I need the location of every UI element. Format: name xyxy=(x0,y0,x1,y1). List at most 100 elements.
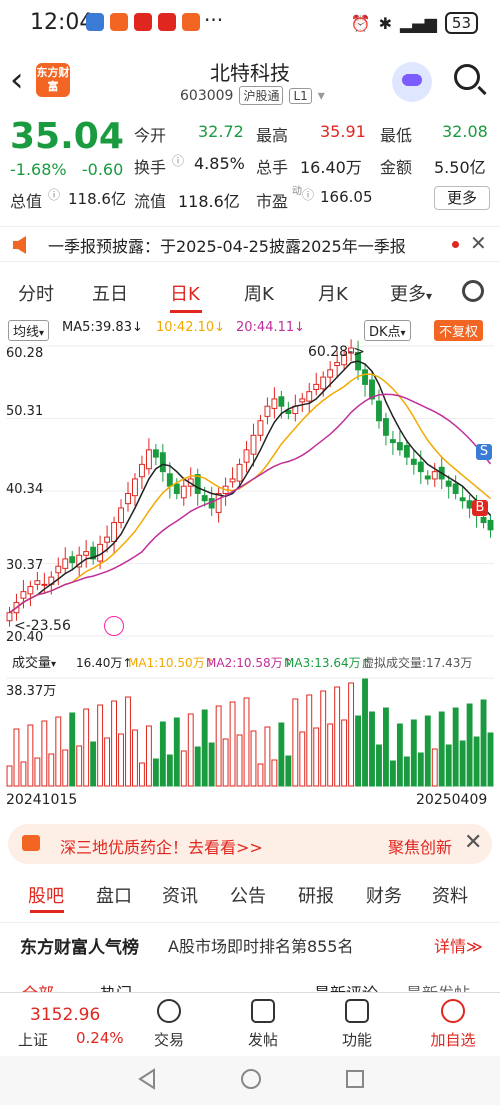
chevron-down-icon[interactable]: ▾ xyxy=(317,87,325,104)
candle-body xyxy=(229,478,236,483)
info-icon[interactable]: ⓘ xyxy=(48,188,61,202)
index-value[interactable]: 3152.96 xyxy=(30,1005,101,1025)
candle-body xyxy=(320,376,327,390)
ma20-value: 20:44.11↓ xyxy=(236,320,306,335)
price-change: -1.68% -0.60 xyxy=(10,160,123,179)
nav-add-watchlist[interactable]: 加自选 xyxy=(418,999,488,1050)
nav-functions-label: 功能 xyxy=(341,1031,372,1049)
close-icon[interactable]: ✕ xyxy=(464,830,483,855)
ma10-line xyxy=(9,373,491,614)
nav-add-watchlist-label: 加自选 xyxy=(430,1031,476,1049)
volume-selector[interactable]: 成交量▾ xyxy=(12,656,57,671)
signal-icon: ▂▄▆ xyxy=(399,13,437,33)
home-nav-icon[interactable] xyxy=(240,1068,262,1090)
candle-body xyxy=(431,471,438,480)
filter-all[interactable]: 全部 xyxy=(22,980,54,992)
promo-right-text[interactable]: 聚焦创新 xyxy=(388,838,453,857)
recents-nav-icon[interactable] xyxy=(344,1068,366,1090)
stock-code: 603009 xyxy=(180,87,234,104)
candle-body xyxy=(201,495,208,502)
float-label: 流值 xyxy=(134,192,167,211)
status-bar: 12:04 ··· ⏰ ✱ ▂▄▆ 53 xyxy=(0,0,500,48)
candle-body xyxy=(459,497,466,502)
candle-body xyxy=(257,420,264,436)
volume-bar xyxy=(424,715,431,787)
tab-financials[interactable]: 财务 xyxy=(366,886,402,907)
tab-monthly-k[interactable]: 月K xyxy=(318,284,348,305)
expand-icon[interactable] xyxy=(104,616,124,636)
tab-orderbook[interactable]: 盘口 xyxy=(96,886,132,907)
candle-body xyxy=(327,369,334,378)
volume-bar xyxy=(173,717,180,787)
candle-body xyxy=(313,383,320,390)
volume-bar xyxy=(417,752,424,787)
candle-body xyxy=(215,492,222,513)
promo-banner[interactable]: 深三地优质药企！去看看>> 聚焦创新 ✕ xyxy=(8,824,492,864)
index-percent[interactable]: 0.24% xyxy=(76,1029,124,1047)
current-price: 35.04 xyxy=(10,116,124,157)
tab-research[interactable]: 研报 xyxy=(298,886,334,907)
nav-trade-label: 交易 xyxy=(153,1031,184,1049)
system-nav-bar xyxy=(0,1056,500,1105)
filter-hot[interactable]: 热门 xyxy=(100,980,132,992)
volume-bar xyxy=(389,760,396,787)
brand-logo[interactable]: 东方财富 xyxy=(36,63,70,97)
tab-announcements[interactable]: 公告 xyxy=(230,886,266,907)
back-nav-icon[interactable] xyxy=(136,1068,158,1090)
candle-body xyxy=(69,556,76,564)
volume-bar xyxy=(341,719,348,787)
grid-icon xyxy=(345,999,369,1023)
mcap-label: 总值 xyxy=(10,192,43,211)
kline-chart[interactable] xyxy=(0,316,500,816)
candles xyxy=(6,339,494,627)
adjust-button[interactable]: 不复权 xyxy=(434,320,484,341)
nav-trade[interactable]: 交易 xyxy=(134,999,204,1050)
tab-profile[interactable]: 资料 xyxy=(432,886,468,907)
more-quote-button[interactable]: 更多 xyxy=(434,186,490,210)
mcap-value: 118.6亿 xyxy=(68,190,126,208)
nav-post[interactable]: 发帖 xyxy=(228,999,298,1050)
popularity-rank[interactable]: 东方财富人气榜 A股市场即时排名第855名 详情≫ xyxy=(0,922,500,966)
vma2-value: MA2:10.58万↑ xyxy=(206,656,293,670)
tab-five-day[interactable]: 五日 xyxy=(92,284,128,305)
info-icon[interactable]: ⓘ xyxy=(172,154,185,168)
volume-bar xyxy=(320,690,327,787)
tab-news[interactable]: 资讯 xyxy=(162,886,198,907)
buy-marker[interactable]: B xyxy=(472,500,488,516)
search-icon[interactable] xyxy=(454,64,480,90)
volume-bar xyxy=(410,719,417,787)
tab-forum[interactable]: 股吧 xyxy=(28,886,64,907)
date-start: 20241015 xyxy=(6,792,78,808)
rank-details-link[interactable]: 详情≫ xyxy=(434,937,483,956)
candle-body xyxy=(341,354,348,366)
tab-more[interactable]: 更多▾ xyxy=(390,284,433,305)
tab-daily-k[interactable]: 日K xyxy=(170,284,200,305)
assistant-robot-icon[interactable] xyxy=(392,62,432,102)
volume-bar xyxy=(76,745,83,787)
gear-icon[interactable] xyxy=(462,280,484,302)
filter-latest-comment[interactable]: 最新评论 xyxy=(314,980,378,992)
volume-bar xyxy=(243,697,250,787)
back-button[interactable]: ‹ xyxy=(10,60,24,100)
rank-description: A股市场即时排名第855名 xyxy=(168,937,354,956)
volume-bar xyxy=(452,707,459,787)
nav-functions[interactable]: 功能 xyxy=(322,999,392,1050)
filter-latest-post[interactable]: 最新发帖 xyxy=(406,980,470,992)
notice-bar[interactable]: 一季报预披露：于2025-04-25披露2025年一季报 ✕ xyxy=(0,226,500,262)
tab-weekly-k[interactable]: 周K xyxy=(244,284,274,305)
candle-body xyxy=(41,583,48,586)
stock-code-row: 603009 沪股通 L1 ▾ xyxy=(180,86,325,105)
ma-selector[interactable]: 均线▾ xyxy=(8,320,50,341)
promo-text[interactable]: 深三地优质药企！去看看>> xyxy=(60,838,263,857)
tab-intraday[interactable]: 分时 xyxy=(18,284,54,305)
ma5-line xyxy=(9,360,492,614)
close-icon[interactable]: ✕ xyxy=(470,231,487,255)
sell-marker[interactable]: S xyxy=(476,444,492,460)
info-icon[interactable]: ⓘ xyxy=(302,188,315,202)
volume-bar xyxy=(118,733,124,787)
candle-body xyxy=(278,396,285,407)
dk-point-selector[interactable]: DK点▾ xyxy=(364,320,411,341)
index-name[interactable]: 上证 xyxy=(18,1031,49,1049)
candle-body xyxy=(334,362,341,366)
level-tag[interactable]: L1 xyxy=(289,87,312,104)
